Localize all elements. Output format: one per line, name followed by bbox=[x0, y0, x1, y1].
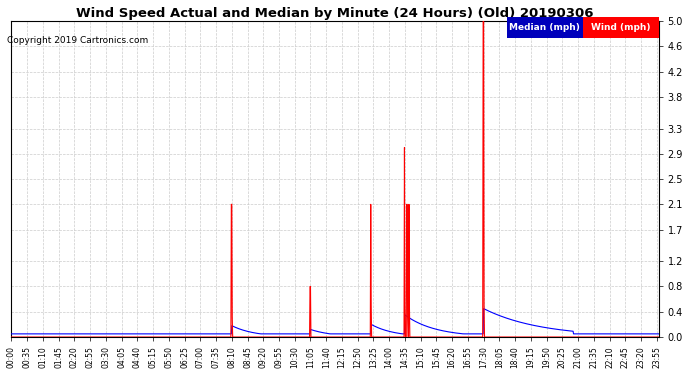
Title: Wind Speed Actual and Median by Minute (24 Hours) (Old) 20190306: Wind Speed Actual and Median by Minute (… bbox=[76, 7, 593, 20]
Text: Median (mph): Median (mph) bbox=[509, 23, 580, 32]
Bar bbox=[506, 17, 582, 38]
Text: Wind (mph): Wind (mph) bbox=[591, 23, 651, 32]
Bar bbox=[582, 17, 658, 38]
Text: Copyright 2019 Cartronics.com: Copyright 2019 Cartronics.com bbox=[7, 36, 148, 45]
